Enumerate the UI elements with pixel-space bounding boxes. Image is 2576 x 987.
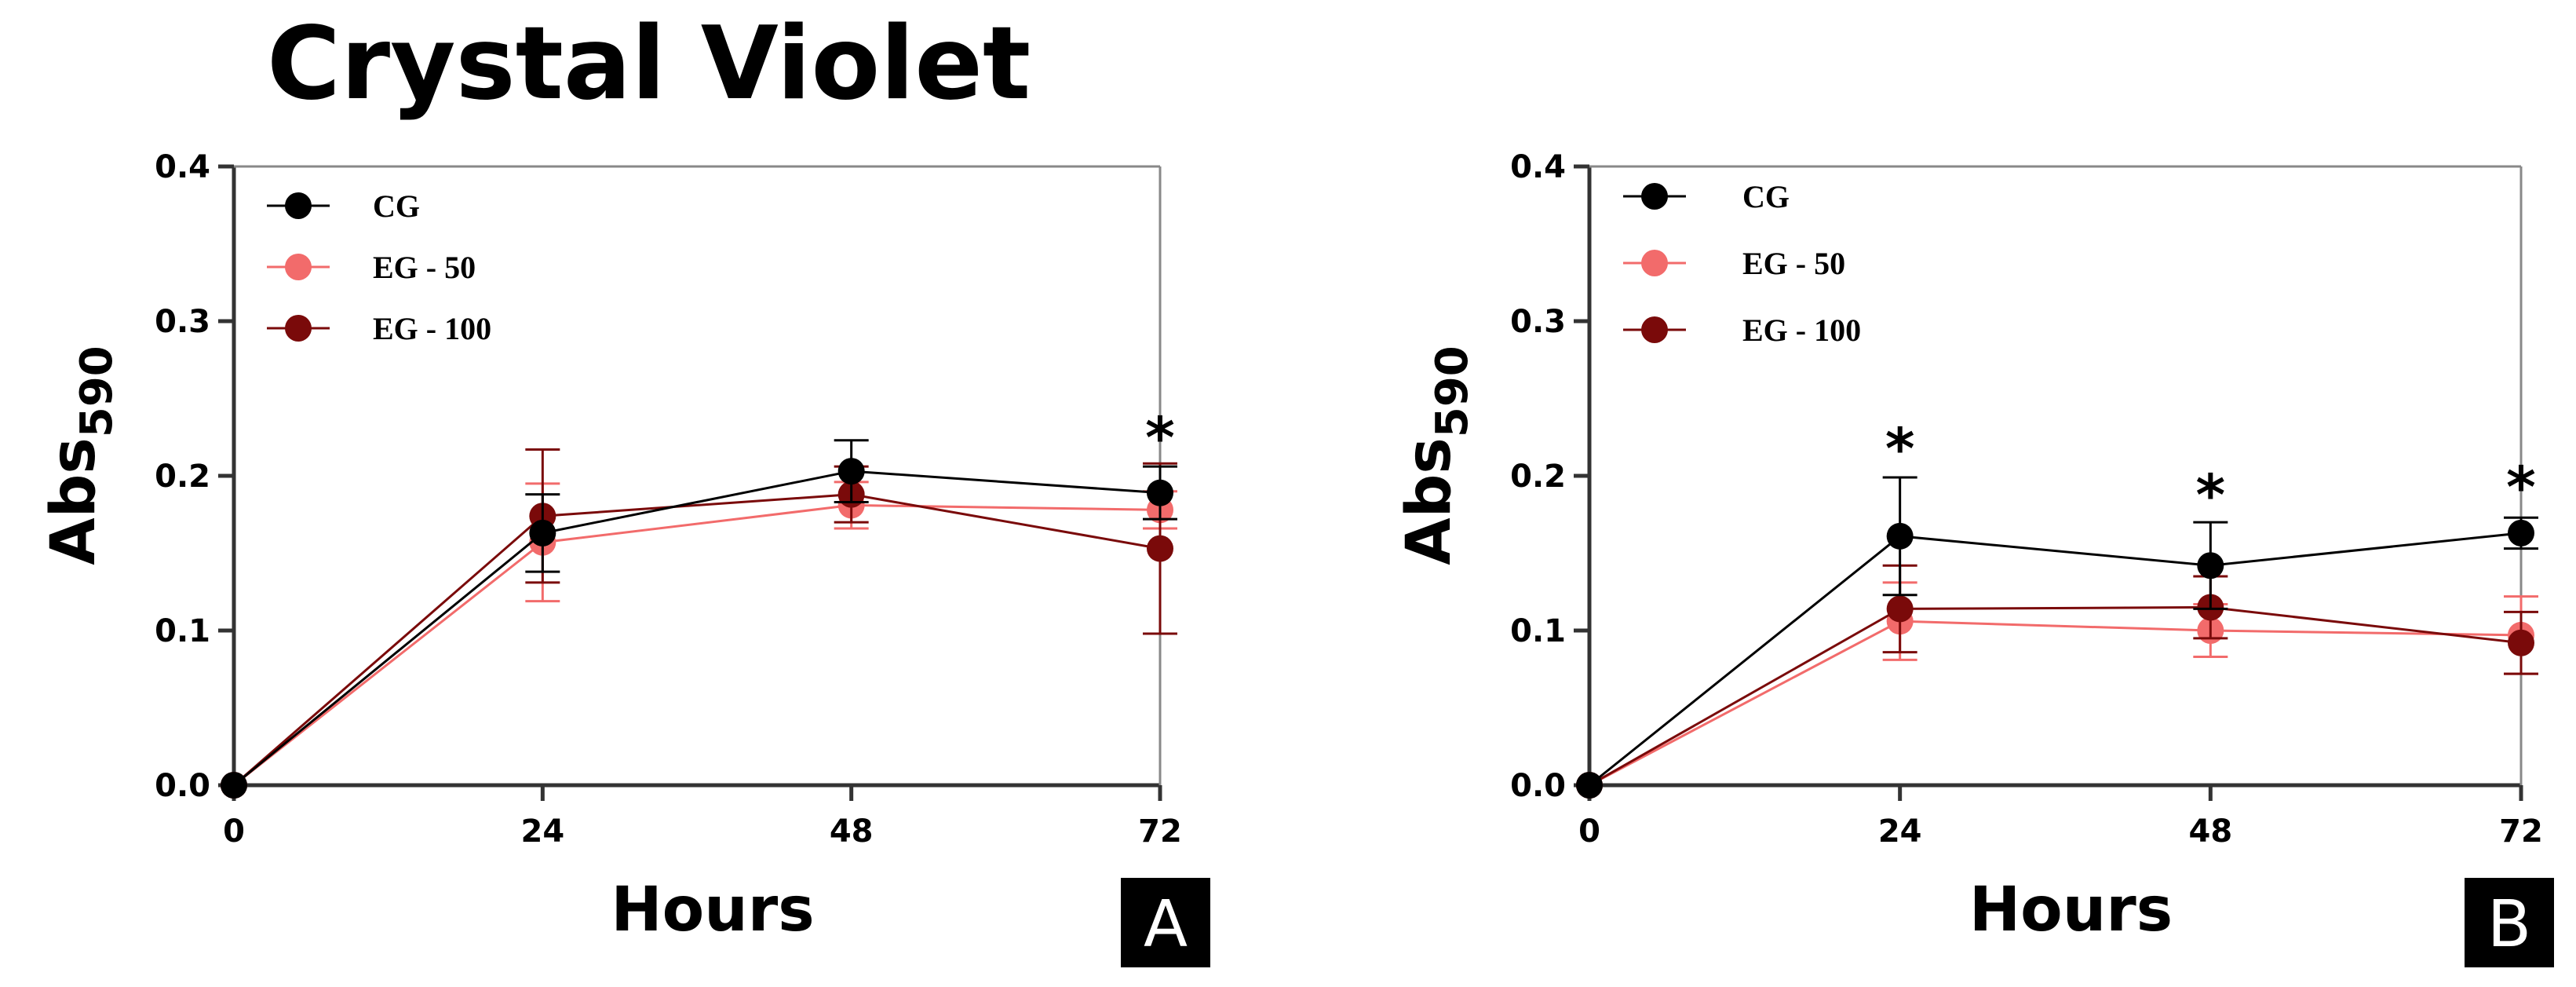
y-tick-label: 0.1 [155,613,210,649]
legend-marker [285,192,312,219]
legend-label: EG - 100 [1742,313,1861,348]
legend-marker [285,254,312,280]
data-point [1576,772,1603,799]
legend-marker [1641,250,1668,276]
y-axis-title: Abs590 [1394,345,1478,565]
figure-title: Crystal Violet [267,5,1031,122]
y-tick-label: 0.2 [155,459,210,495]
chart-panel-b: 0.0 0.1 0.2 0.3 0.4 0 24 48 72 Hours Abs590 * * * CG EG… [1394,149,2554,967]
y-tick-label: 0.2 [1510,459,1566,495]
legend-marker [1641,316,1668,343]
chart-panel-a: 0.0 0.1 0.2 0.3 0.4 0 24 48 72 Hours Abs590 * CG EG -… [38,149,1210,967]
series-line-eg-50 [1589,620,2522,787]
x-tick-label: 24 [520,813,564,850]
y-tick-label: 0.4 [1510,149,1566,185]
legend-label: EG - 50 [1742,246,1845,281]
legend-label: EG - 100 [373,311,491,346]
panel-label-box [1121,878,1210,967]
panel-label-box [2465,878,2554,967]
x-tick-label: 48 [2188,813,2232,850]
data-point [2508,629,2534,656]
significance-marker: * [2196,462,2226,528]
series-line-cg [1589,532,2522,787]
panel-label: B [2487,887,2531,962]
y-tick-label: 0.0 [1510,768,1566,804]
x-tick-label: 72 [1138,813,1182,850]
series-line-eg-50 [233,503,1161,787]
data-point [529,519,556,547]
y-tick-label: 0.1 [1510,613,1566,649]
data-point [1147,535,1173,562]
x-axis-title: Hours [1969,875,2173,945]
x-tick-label: 0 [1578,813,1600,850]
x-tick-label: 72 [2499,813,2543,850]
y-tick-label: 0.4 [155,149,210,185]
significance-marker: * [2506,455,2536,521]
panel-label: A [1144,887,1188,962]
y-axis-title-main: Abs [38,437,109,565]
legend-label: EG - 50 [373,250,476,285]
data-point [221,772,247,799]
y-axis-title: Abs590 [38,345,122,565]
y-axis-title-subscript: 590 [1427,345,1478,437]
y-tick-label: 0.3 [1510,304,1566,340]
data-point [1886,595,1914,623]
data-point [2197,552,2224,579]
x-tick-label: 0 [223,813,245,850]
x-tick-label: 48 [830,813,874,850]
data-point [837,458,865,485]
series-line-eg-100 [233,493,1161,787]
series-line-cg [233,470,1161,787]
legend-marker [1641,183,1668,210]
data-point [2508,519,2534,547]
legend-label: CG [1742,179,1790,214]
series-line-eg-100 [1589,605,2522,787]
y-axis-title-subscript: 590 [71,345,122,437]
significance-marker: * [1885,415,1915,481]
x-axis-title: Hours [611,875,814,945]
y-tick-label: 0.0 [155,768,210,804]
data-point [1886,522,1914,550]
x-tick-label: 24 [1878,813,1922,850]
data-point [1147,479,1173,506]
legend-label: CG [373,188,420,224]
y-tick-label: 0.3 [155,304,210,340]
significance-marker: * [1145,405,1175,471]
legend-marker [285,315,312,342]
y-axis-title-main: Abs [1394,437,1465,565]
